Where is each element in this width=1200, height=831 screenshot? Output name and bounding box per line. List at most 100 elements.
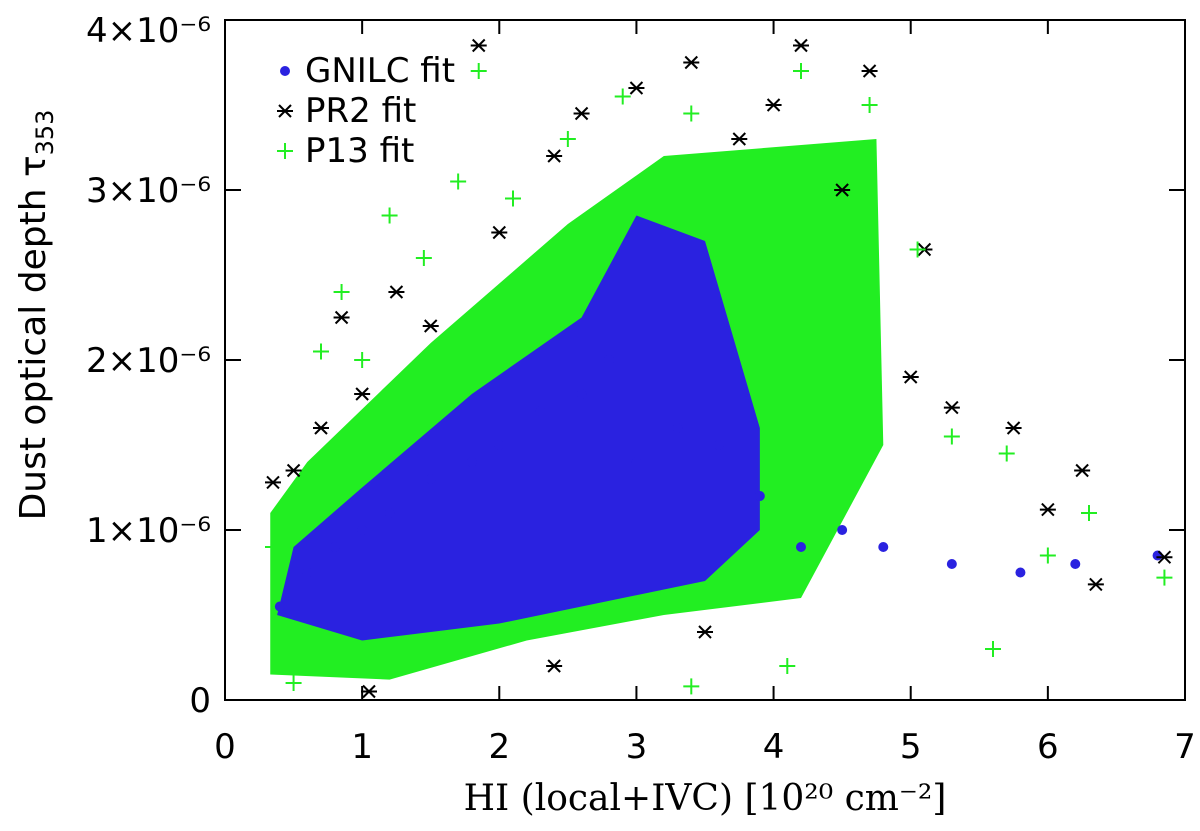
point-0-6 xyxy=(466,457,477,467)
point-2-12 xyxy=(683,105,700,122)
point-1-23 xyxy=(1074,463,1091,478)
point-1-0 xyxy=(265,475,281,490)
y-tick-label-4: 4×10⁻⁶ xyxy=(86,11,211,51)
point-2-17 xyxy=(998,445,1015,462)
point-0-12 xyxy=(672,423,683,433)
point-1-22 xyxy=(1039,502,1056,517)
point-2-9 xyxy=(505,190,521,207)
point-0-5 xyxy=(425,474,436,484)
x-tick-label-1: 1 xyxy=(351,727,373,767)
point-1-1 xyxy=(285,463,302,478)
y-axis-label: Dust optical depth τ353 xyxy=(13,110,59,521)
point-2-22 xyxy=(779,658,796,674)
point-1-27 xyxy=(546,659,563,673)
point-1-11 xyxy=(628,81,645,95)
point-0-21 xyxy=(1152,550,1163,561)
y-tick-label-0: 0 xyxy=(189,681,211,721)
point-2-14 xyxy=(861,97,878,113)
point-2-18 xyxy=(1039,547,1056,564)
point-0-11 xyxy=(631,457,642,467)
x-tick-label-7: 7 xyxy=(1174,727,1196,767)
point-2-1 xyxy=(285,675,302,691)
point-1-12 xyxy=(683,55,700,70)
point-0-13 xyxy=(713,440,724,450)
point-2-6 xyxy=(415,250,432,266)
point-1-7 xyxy=(470,38,487,53)
x-tick-label-3: 3 xyxy=(626,727,648,767)
x-tick-label-0: 0 xyxy=(214,727,236,767)
point-0-9 xyxy=(576,389,587,399)
point-2-2 xyxy=(313,343,329,360)
point-1-9 xyxy=(546,149,563,163)
gnilc-density xyxy=(277,215,760,641)
point-2-19 xyxy=(1081,505,1097,521)
point-0-19 xyxy=(1015,567,1026,578)
x-tick-label-5: 5 xyxy=(900,727,922,767)
point-0-15 xyxy=(796,542,806,552)
point-1-20 xyxy=(943,400,960,415)
point-1-2 xyxy=(313,421,329,435)
point-2-20 xyxy=(1156,569,1173,586)
point-0-3 xyxy=(357,525,368,535)
y-axis-label-main: Dust optical depth τ xyxy=(13,155,54,520)
point-2-4 xyxy=(354,352,371,368)
density-cloud xyxy=(270,139,884,680)
point-0-1 xyxy=(302,567,313,578)
y-tick-label-2: 2×10⁻⁶ xyxy=(86,341,211,381)
legend-item-0: GNILC fit xyxy=(280,51,455,91)
x-tick-label-4: 4 xyxy=(763,727,785,767)
legend-label-2: P13 fit xyxy=(305,131,414,171)
legend-label-1: PR2 fit xyxy=(305,91,416,131)
point-0-20 xyxy=(1070,559,1081,569)
x-tick-label-2: 2 xyxy=(488,727,510,767)
point-1-28 xyxy=(697,625,713,639)
point-0-18 xyxy=(946,559,957,569)
point-2-13 xyxy=(793,63,809,79)
legend-label-0: GNILC fit xyxy=(305,51,455,91)
x-tick-label-6: 6 xyxy=(1037,727,1059,767)
point-2-3 xyxy=(333,284,350,300)
point-2-16 xyxy=(943,428,960,445)
point-2-10 xyxy=(559,131,576,147)
legend-marker-0 xyxy=(280,66,290,76)
point-0-2 xyxy=(329,542,340,552)
point-1-5 xyxy=(388,285,405,299)
point-2-7 xyxy=(450,173,467,190)
point-2-15 xyxy=(909,241,926,258)
y-tick-label-3: 3×10⁻⁶ xyxy=(86,171,211,211)
point-2-5 xyxy=(381,207,398,224)
point-1-6 xyxy=(422,319,439,333)
point-0-8 xyxy=(535,406,546,416)
series-gnilc-fit xyxy=(274,355,1163,612)
point-1-3 xyxy=(333,310,350,325)
legend-item-1: PR2 fit xyxy=(277,91,416,131)
point-1-15 xyxy=(793,38,809,53)
series-pr2-fit xyxy=(265,38,1173,699)
data-points xyxy=(265,38,1173,699)
axis-ticks xyxy=(224,19,1186,701)
series-p13-fit xyxy=(265,63,1173,695)
point-2-8 xyxy=(470,63,487,79)
point-2-23 xyxy=(985,641,1001,657)
point-0-14 xyxy=(754,491,765,501)
point-1-24 xyxy=(1087,577,1104,592)
point-1-10 xyxy=(573,106,590,121)
point-1-17 xyxy=(861,64,878,78)
point-0-0 xyxy=(274,601,285,612)
point-1-26 xyxy=(361,684,377,699)
point-1-4 xyxy=(354,387,371,401)
legend-item-2: P13 fit xyxy=(277,131,414,171)
y-axis-label-subscript: 353 xyxy=(31,110,59,156)
point-1-21 xyxy=(1005,421,1022,435)
point-0-17 xyxy=(878,542,889,552)
point-1-13 xyxy=(731,132,748,146)
point-0-4 xyxy=(384,508,395,518)
point-1-8 xyxy=(491,225,508,240)
point-1-18 xyxy=(902,370,919,384)
point-0-16 xyxy=(837,525,848,535)
x-tick-labels: 0 1 2 3 4 5 6 7 xyxy=(214,727,1196,767)
x-axis-label: HI (local+IVC) [10²⁰ cm⁻²] xyxy=(464,778,947,819)
y-tick-label-1: 1×10⁻⁶ xyxy=(86,511,211,551)
